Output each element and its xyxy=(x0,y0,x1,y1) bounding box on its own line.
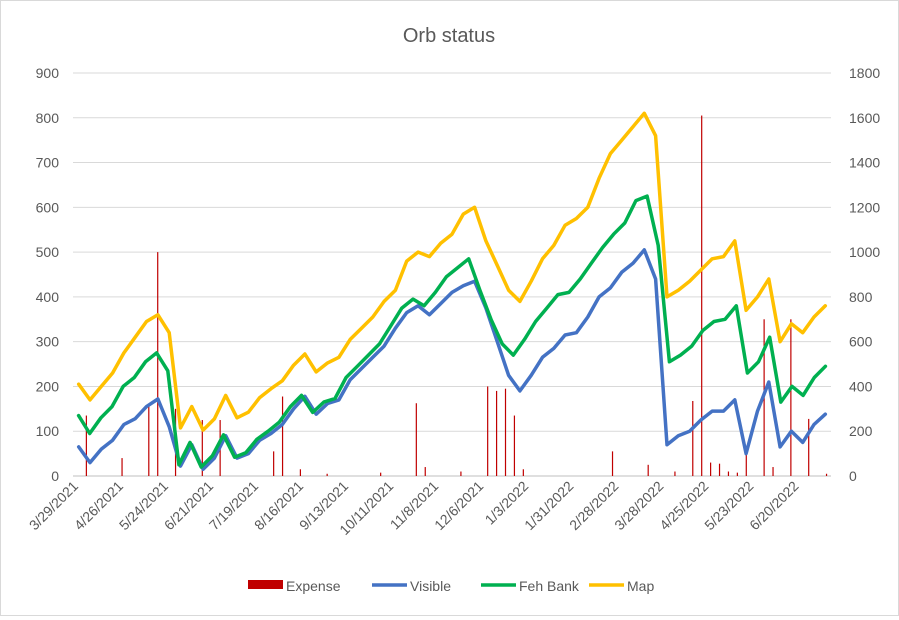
gridlines xyxy=(73,72,831,477)
y-left-tick-label: 100 xyxy=(36,423,60,439)
x-tick-label: 12/6/2021 xyxy=(431,478,487,534)
y-right-tick-label: 600 xyxy=(849,334,873,350)
expense-bar xyxy=(504,388,507,476)
expense-bar xyxy=(487,386,489,476)
expense-bar xyxy=(281,396,284,476)
expense-bar xyxy=(148,404,150,476)
y-right-tick-label: 800 xyxy=(849,289,873,305)
expense-bar xyxy=(460,471,462,476)
expense-bar xyxy=(825,473,828,476)
y-left-tick-label: 800 xyxy=(36,110,60,126)
expense-bar xyxy=(299,469,301,476)
y-right-tick-label: 1600 xyxy=(849,110,880,126)
y-left-tick-label: 0 xyxy=(51,468,59,484)
expense-bar xyxy=(513,415,516,476)
legend-label-feh-bank: Feh Bank xyxy=(519,578,580,594)
y-left-tick-label: 500 xyxy=(36,244,60,260)
y-left-tick-label: 700 xyxy=(36,155,60,171)
legend-label-visible: Visible xyxy=(410,578,451,594)
expense-bar xyxy=(727,471,730,476)
expense-bar xyxy=(522,469,524,476)
legend: Expense Visible Feh Bank Map xyxy=(248,578,654,594)
y-left-tick-label: 300 xyxy=(36,334,60,350)
y-right-tick-label: 400 xyxy=(849,378,873,394)
expense-bar xyxy=(674,471,676,476)
expense-bar xyxy=(710,462,712,476)
expense-bar xyxy=(380,472,382,476)
expense-bar xyxy=(495,390,498,476)
legend-swatch-expense xyxy=(248,580,283,589)
expense-bar xyxy=(745,451,747,476)
expense-bar xyxy=(201,420,203,476)
y-right-tick-label: 1800 xyxy=(849,65,880,81)
expense-bar xyxy=(808,418,810,476)
y-right-tick-label: 1200 xyxy=(849,199,880,215)
y-right-tick-label: 1000 xyxy=(849,244,880,260)
expense-bar xyxy=(157,252,159,476)
legend-label-map: Map xyxy=(627,578,654,594)
y-right-tick-label: 200 xyxy=(849,423,873,439)
y-left-tick-label: 600 xyxy=(36,199,60,215)
y-left-tick-label: 400 xyxy=(36,289,60,305)
expense-bar xyxy=(692,400,694,476)
series-line-map xyxy=(76,111,828,432)
y-left-tick-label: 900 xyxy=(36,65,60,81)
expense-bar xyxy=(736,472,738,476)
chart-title: Orb status xyxy=(403,25,495,47)
expense-bar xyxy=(273,451,275,476)
series-line-feh-bank xyxy=(76,194,828,469)
series-line-visible xyxy=(76,248,828,472)
y-right-tick-label: 1400 xyxy=(849,155,880,171)
x-tick-label: 6/20/2022 xyxy=(746,478,802,534)
series-lines xyxy=(76,111,828,472)
expense-bar xyxy=(790,319,792,476)
y-axis-left: 0 100 200 300 400 500 600 700 800 900 xyxy=(36,65,60,484)
y-axis-right: 0 200 400 600 800 1000 1200 1400 1600 1800 xyxy=(849,65,880,484)
y-left-tick-label: 200 xyxy=(36,378,60,394)
expense-bar xyxy=(326,473,328,476)
expense-bars xyxy=(85,115,828,477)
expense-bar xyxy=(647,464,649,476)
expense-bar xyxy=(415,403,417,476)
expense-bar xyxy=(424,467,426,476)
y-right-tick-label: 0 xyxy=(849,468,857,484)
expense-bar xyxy=(85,415,87,476)
expense-bar xyxy=(718,463,721,476)
expense-bar xyxy=(772,467,774,476)
expense-bar xyxy=(121,458,123,476)
x-axis: 3/29/20214/26/20215/24/20216/21/20217/19… xyxy=(26,478,802,538)
expense-bar xyxy=(701,115,703,477)
legend-label-expense: Expense xyxy=(286,578,341,594)
expense-bar xyxy=(611,451,614,476)
